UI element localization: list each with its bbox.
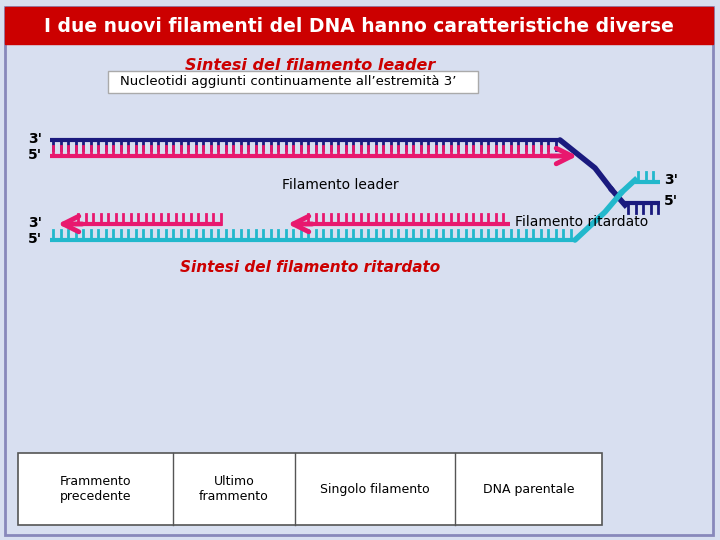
Text: 5': 5' xyxy=(664,194,678,208)
Bar xyxy=(5,7,713,44)
Text: Filamento ritardato: Filamento ritardato xyxy=(515,215,648,229)
Text: 5': 5' xyxy=(28,232,42,246)
Bar xyxy=(108,71,478,93)
FancyBboxPatch shape xyxy=(5,7,713,535)
Text: 3': 3' xyxy=(28,132,42,146)
Text: Nucleotidi aggiunti continuamente all’estremità 3’: Nucleotidi aggiunti continuamente all’es… xyxy=(120,76,456,89)
Text: Sintesi del filamento ritardato: Sintesi del filamento ritardato xyxy=(180,260,440,275)
Text: Frammento
precedente: Frammento precedente xyxy=(60,475,131,503)
Text: 5': 5' xyxy=(28,148,42,162)
Text: Singolo filamento: Singolo filamento xyxy=(320,483,430,496)
Text: Ultimo
frammento: Ultimo frammento xyxy=(199,475,269,503)
Text: 3': 3' xyxy=(664,173,678,187)
Text: DNA parentale: DNA parentale xyxy=(482,483,575,496)
Text: I due nuovi filamenti del DNA hanno caratteristiche diverse: I due nuovi filamenti del DNA hanno cara… xyxy=(44,17,674,36)
Bar xyxy=(18,453,602,525)
Text: Filamento leader: Filamento leader xyxy=(282,178,398,192)
Text: 3': 3' xyxy=(28,216,42,230)
Text: Sintesi del filamento leader: Sintesi del filamento leader xyxy=(185,58,435,73)
